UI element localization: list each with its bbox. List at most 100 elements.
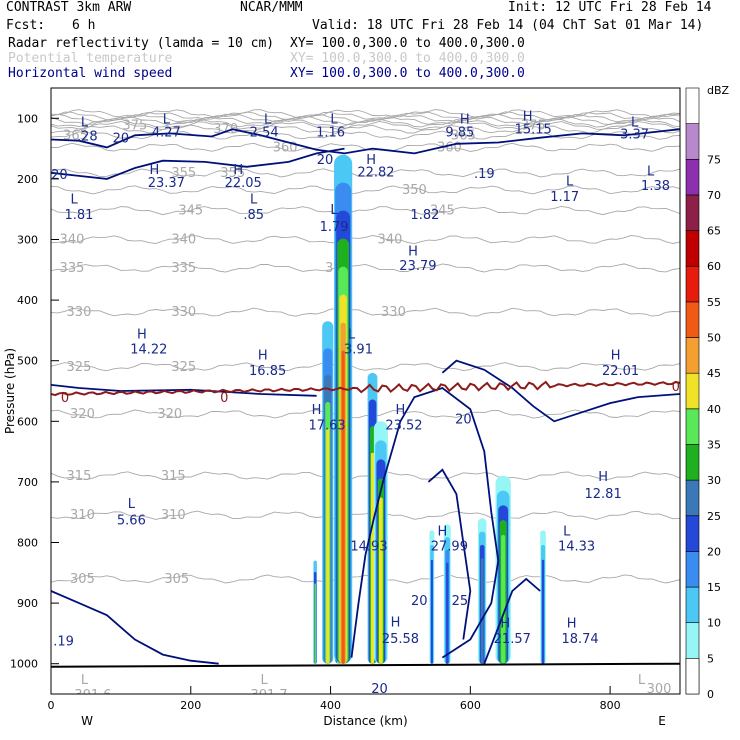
theta-contour-label: 335	[60, 261, 85, 276]
contour-annotation: H	[137, 327, 147, 342]
contour-annotation: H	[500, 616, 510, 631]
theta-contour-label: 325	[171, 360, 196, 375]
colorbar: dBZ 0 5 10 15 20 25 30 35 40 45 50 55 60 65 70 75	[685, 84, 730, 701]
theta-contour-line	[51, 113, 680, 123]
contour-annotation: 9.85	[445, 126, 474, 141]
valid-time: Valid: 18 UTC Fri 28 Feb 14 (04 ChT Sat …	[312, 18, 704, 33]
x-tick-label: 800	[600, 699, 621, 712]
fcst-value: 6 h	[72, 18, 96, 33]
theta-contour-line	[51, 118, 680, 128]
contour-annotation: 20	[411, 594, 428, 609]
theta-contour-label: 365	[451, 128, 476, 143]
wind-contour-line	[51, 590, 219, 665]
x-tick-label: 600	[460, 699, 481, 712]
theta-contour-line	[51, 362, 680, 372]
wind-speed-contours	[51, 128, 680, 668]
theta-contour-label: 360	[273, 140, 298, 155]
contour-annotation: 23.37	[148, 176, 185, 191]
contour-annotation: L	[128, 497, 136, 512]
x-tick-label: 400	[320, 699, 341, 712]
theta-contour-label: 340	[171, 233, 196, 248]
contour-annotation: 0	[672, 380, 680, 395]
theta-contour-label: 335	[171, 261, 196, 276]
y-tick-label: 1000	[10, 658, 38, 671]
colorbar-level-label: 50	[707, 332, 721, 345]
reflectivity-cell	[446, 562, 449, 664]
contour-annotation: L	[631, 115, 639, 130]
colorbar-swatch	[685, 337, 700, 374]
contour-annotation: L	[261, 673, 269, 688]
theta-contour-label: 310	[161, 508, 186, 523]
x-tick-label: 0	[48, 699, 55, 712]
contour-annotation: 23.79	[399, 259, 436, 274]
theta-contour-label: 330	[381, 305, 406, 320]
colorbar-level-label: 5	[707, 652, 714, 665]
contour-annotation: H	[396, 403, 406, 418]
contour-annotation: H	[460, 112, 470, 127]
colorbar-level-label: 40	[707, 403, 721, 416]
contour-annotation: H	[408, 244, 418, 259]
theta-contour-label: 320	[157, 407, 182, 422]
theta-contour-label: 330	[67, 305, 92, 320]
contour-annotation: H	[611, 349, 621, 364]
contour-annotation: 301.7	[250, 688, 287, 703]
theta-contour-line	[51, 574, 680, 584]
fcst-label: Fcst:	[6, 18, 46, 33]
wind-contour-line	[427, 468, 472, 640]
wind-contour-line	[483, 577, 541, 665]
contour-annotation: H	[312, 403, 322, 418]
theta-contour-line	[51, 471, 680, 481]
colorbar-swatch	[685, 158, 700, 196]
contour-annotation: 18.74	[561, 632, 598, 647]
y-tick-label: 500	[17, 355, 38, 368]
theta-contour-label: 320	[70, 407, 95, 422]
contour-annotation: L	[638, 673, 646, 688]
theta-contour-line	[51, 168, 680, 178]
colorbar-level-label: 30	[707, 474, 721, 487]
contour-annotation: L	[264, 112, 272, 127]
theta-contour-label: 350	[402, 183, 427, 198]
contour-annotation: L	[563, 524, 571, 539]
contour-annotation: 14.22	[130, 343, 167, 358]
contour-annotation: 5.66	[117, 513, 146, 528]
contour-annotation: L	[81, 673, 89, 688]
contour-annotation: 25.58	[382, 632, 419, 647]
contour-annotation: H	[523, 109, 533, 124]
contour-annotation: 3.91	[344, 343, 373, 358]
colorbar-level-label: 15	[707, 581, 721, 594]
theta-contour-label: 375	[521, 119, 546, 134]
colorbar-swatch	[685, 586, 700, 624]
theta-contour-label: 345	[430, 203, 455, 218]
colorbar-swatch	[685, 194, 700, 231]
contour-annotation: L	[81, 115, 89, 130]
theta-contour-line	[51, 235, 680, 245]
contour-annotation: H	[233, 163, 243, 178]
colorbar-swatch	[685, 551, 700, 588]
contour-annotation: 1.79	[320, 220, 349, 235]
reflectivity-cell	[378, 497, 383, 664]
theta-contour-line	[51, 111, 680, 121]
wind-contour-line	[441, 359, 680, 423]
contour-annotation: L	[330, 203, 338, 218]
theta-contour-line	[51, 116, 680, 126]
colorbar-level-label: 10	[707, 617, 721, 630]
theta-contour-line	[51, 307, 680, 317]
field-reflectivity-xy: XY= 100.0,300.0 to 400.0,300.0	[290, 36, 525, 51]
colorbar-level-label: 45	[707, 367, 721, 380]
contour-annotation: .28	[77, 129, 98, 144]
wind-contour-line	[51, 128, 680, 155]
contour-annotation: 22.05	[225, 176, 262, 191]
theta-contour-line	[51, 120, 680, 131]
theta-contour-label: 345	[178, 203, 203, 218]
theta-contour-line	[51, 205, 680, 216]
contour-annotation: 14.33	[558, 540, 595, 555]
field-reflectivity-name: Radar reflectivity (lamda = 10 cm)	[8, 36, 275, 51]
reflectivity-cell	[314, 583, 316, 664]
colorbar-unit: dBZ	[707, 84, 730, 97]
theta-contour-label: 330	[171, 305, 196, 320]
theta-contour-line	[51, 409, 680, 419]
contour-annotation: 23.52	[385, 418, 422, 433]
colorbar-swatch	[685, 444, 700, 481]
